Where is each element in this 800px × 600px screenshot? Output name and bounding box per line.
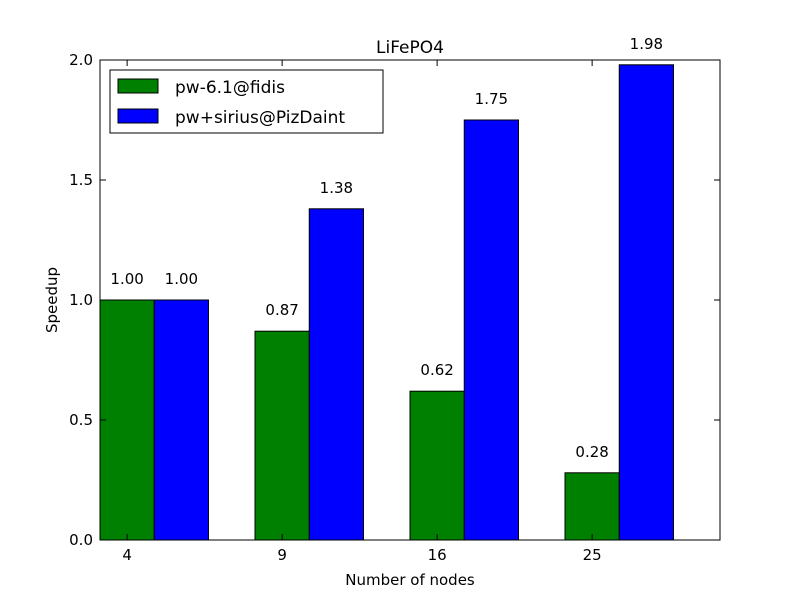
legend-label-fidis: pw-6.1@fidis bbox=[175, 78, 285, 98]
y-tick-label-1.5: 1.5 bbox=[69, 171, 93, 189]
x-tick-label-4: 4 bbox=[122, 546, 132, 564]
x-tick-label-16: 16 bbox=[428, 546, 447, 564]
bar-series1-16 bbox=[463, 119, 519, 541]
y-axis-title: Speedup bbox=[43, 267, 61, 333]
data-label-series0-25: 0.28 bbox=[575, 443, 608, 461]
data-labels-group: 1.00 1.00 0.87 1.38 0.62 1.75 0.28 1.98 bbox=[110, 35, 663, 461]
bar-series1-25 bbox=[618, 64, 674, 541]
bar-series1-4 bbox=[153, 299, 209, 541]
bars-group bbox=[99, 64, 674, 541]
data-label-series0-9: 0.87 bbox=[265, 301, 298, 319]
x-tick-label-9: 9 bbox=[277, 546, 287, 564]
data-label-series0-16: 0.62 bbox=[420, 361, 453, 379]
bar-series0-4 bbox=[99, 299, 155, 541]
y-tick-label-0.0: 0.0 bbox=[69, 531, 93, 549]
bar-series0-16 bbox=[409, 390, 465, 541]
bar-series1-9 bbox=[308, 208, 364, 541]
data-label-series1-25: 1.98 bbox=[630, 35, 663, 53]
data-label-series1-9: 1.38 bbox=[320, 179, 353, 197]
bar-series0-25 bbox=[564, 472, 620, 541]
y-tick-label-0.5: 0.5 bbox=[69, 411, 93, 429]
x-axis-title: Number of nodes bbox=[345, 571, 475, 589]
legend-swatch-pizdaint bbox=[117, 108, 159, 124]
ticks-group: 4 9 16 25 0.0 0.5 1.0 1.5 2.0 bbox=[69, 51, 720, 564]
y-tick-label-2.0: 2.0 bbox=[69, 51, 93, 69]
data-label-series1-4: 1.00 bbox=[165, 270, 198, 288]
data-label-series1-16: 1.75 bbox=[475, 90, 508, 108]
chart-title: LiFePO4 bbox=[376, 38, 444, 58]
legend-swatch-fidis bbox=[117, 78, 159, 94]
y-tick-label-1.0: 1.0 bbox=[69, 291, 93, 309]
plot-frame bbox=[99, 59, 721, 541]
x-tick-label-25: 25 bbox=[583, 546, 602, 564]
legend: pw-6.1@fidis pw+sirius@PizDaint bbox=[109, 69, 384, 134]
data-label-series0-4: 1.00 bbox=[110, 270, 143, 288]
bar-series0-9 bbox=[254, 330, 310, 541]
legend-label-pizdaint: pw+sirius@PizDaint bbox=[175, 108, 345, 128]
